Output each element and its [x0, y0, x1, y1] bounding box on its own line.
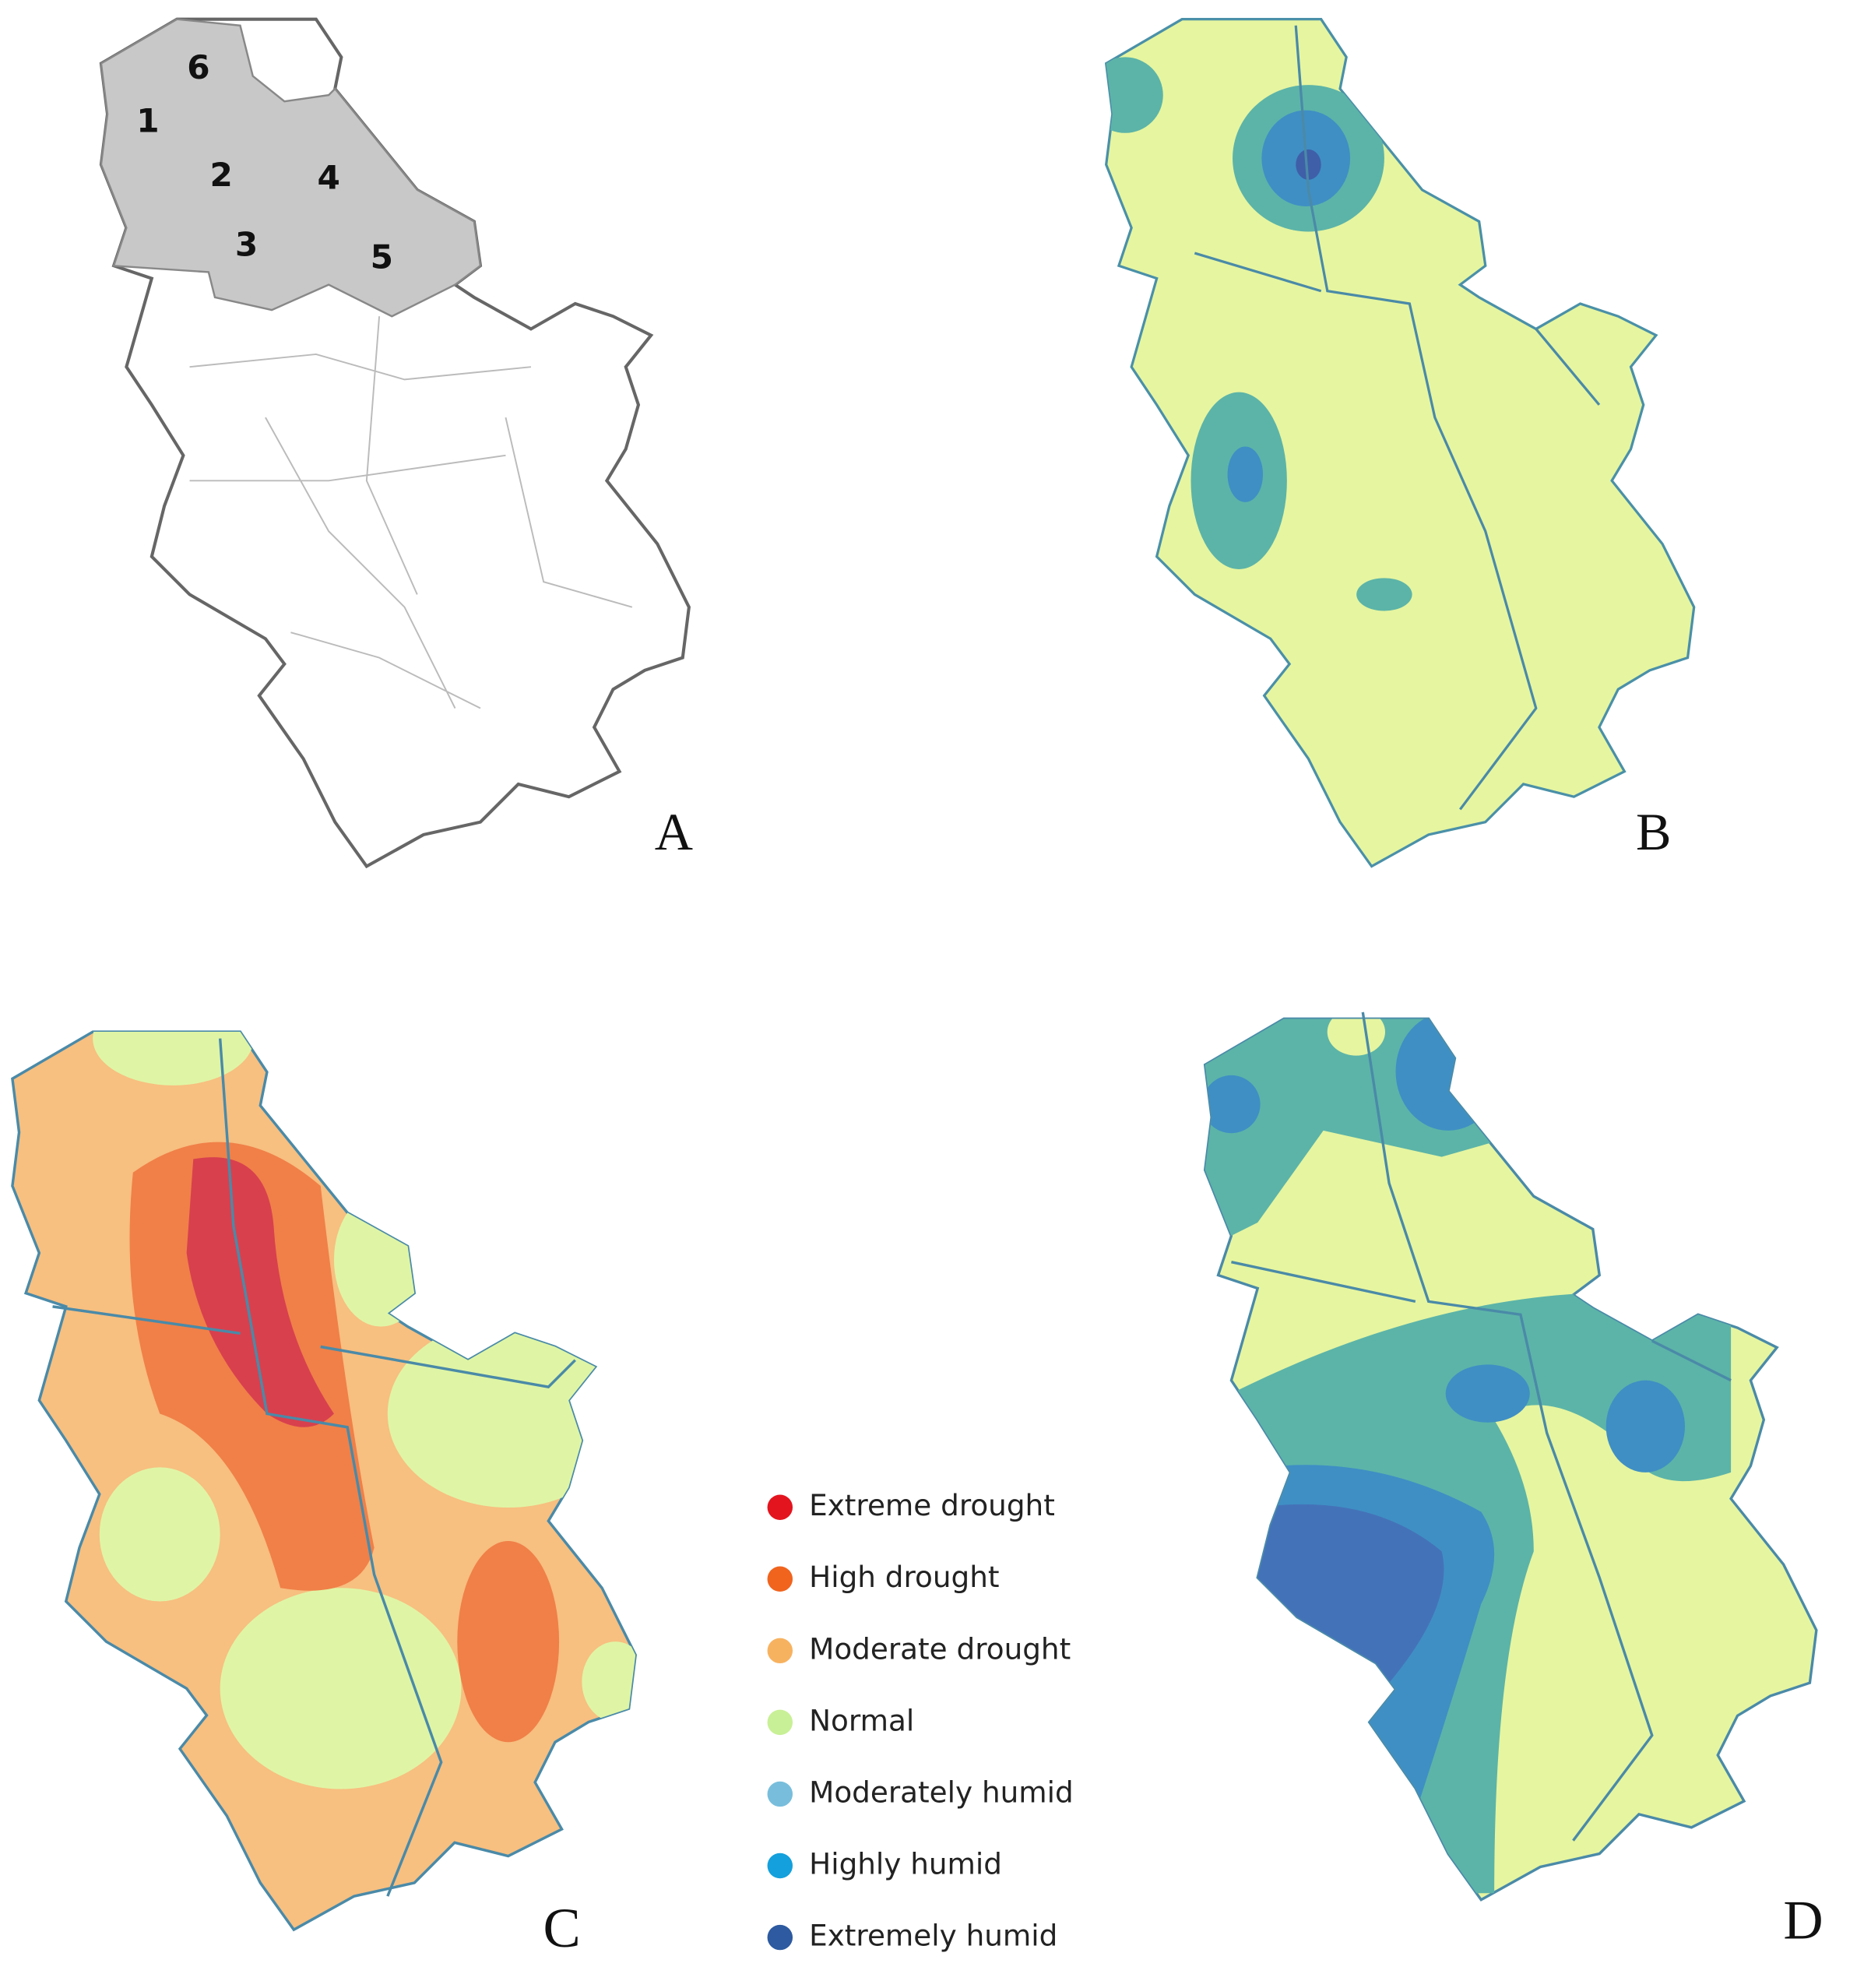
- legend-label: Extreme drought: [809, 1488, 1055, 1522]
- legend-label: Extremely humid: [809, 1919, 1057, 1953]
- panel-label: D: [1783, 1891, 1823, 1951]
- region-number: 6: [187, 48, 209, 86]
- map-b: B: [1105, 18, 1696, 868]
- region-number: 5: [371, 238, 393, 276]
- legend-swatch: [767, 1853, 793, 1879]
- legend-swatch: [767, 1709, 793, 1736]
- legend-label: Moderate drought: [809, 1631, 1071, 1666]
- region-number: 3: [235, 225, 258, 263]
- legend-swatch: [767, 1781, 793, 1807]
- legend-swatch: [767, 1494, 793, 1520]
- map-a: 1 2 3 4 5 6 A: [101, 19, 693, 867]
- legend-label: Highly humid: [809, 1847, 1002, 1881]
- panel-label: C: [543, 1897, 580, 1959]
- legend-swatch: [767, 1566, 793, 1592]
- region-number: 2: [209, 156, 232, 194]
- legend-swatch: [767, 1924, 793, 1951]
- panel-label: B: [1636, 802, 1671, 861]
- legend-swatch: [767, 1638, 793, 1664]
- legend: Extreme drought High drought Moderate drou…: [767, 1488, 1074, 1953]
- region-number: 4: [317, 158, 339, 196]
- legend-label: Normal: [809, 1703, 914, 1737]
- panel-label: A: [655, 802, 693, 861]
- region-number: 1: [136, 101, 159, 139]
- legend-label: Moderately humid: [809, 1775, 1074, 1809]
- map-d: D: [1203, 1012, 1824, 1951]
- legend-label: High drought: [809, 1560, 999, 1594]
- map-c: C: [11, 1030, 637, 1959]
